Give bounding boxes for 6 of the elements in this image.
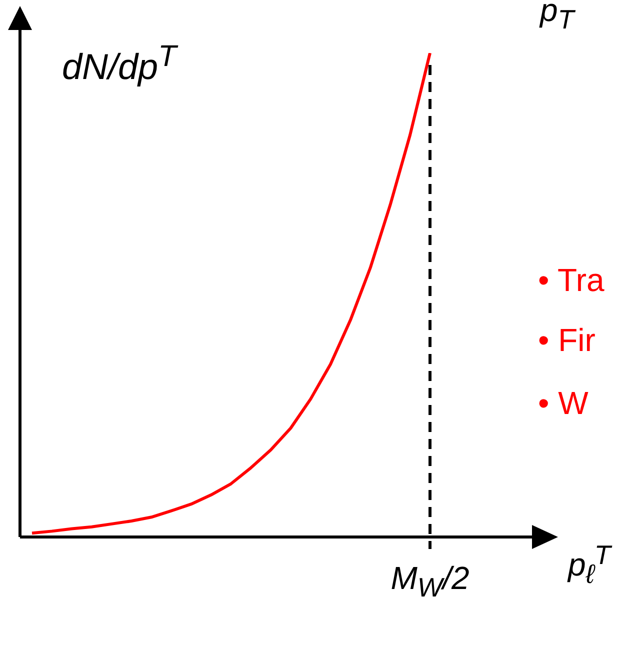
text: • W	[538, 385, 588, 422]
text: p$_{T}$	[540, 0, 574, 36]
text: • Tra	[538, 262, 604, 299]
y-axis-title: dN/dp$^{T}$	[62, 40, 176, 88]
text: M$_{W}$/2	[390, 560, 470, 602]
text: • Fir	[538, 322, 596, 359]
